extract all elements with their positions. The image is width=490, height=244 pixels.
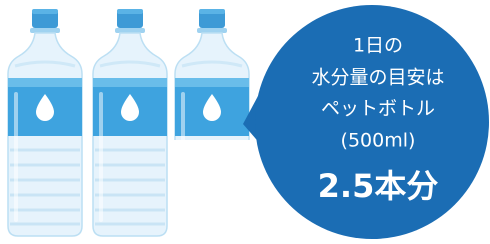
illustration: 1日の 水分量の目安は ペットボトル (500ml) 2.5本分 bbox=[0, 0, 490, 244]
bottle bbox=[8, 9, 82, 236]
half-bottle bbox=[175, 9, 249, 236]
bubble-line: (500ml) bbox=[341, 130, 416, 152]
bubble-line: 1日の bbox=[353, 35, 403, 57]
bubble-line: 水分量の目安は bbox=[311, 67, 444, 89]
bubble-line: ペットボトル bbox=[321, 98, 435, 120]
bubble-highlight: 2.5本分 bbox=[318, 167, 439, 205]
bottle bbox=[93, 9, 167, 236]
